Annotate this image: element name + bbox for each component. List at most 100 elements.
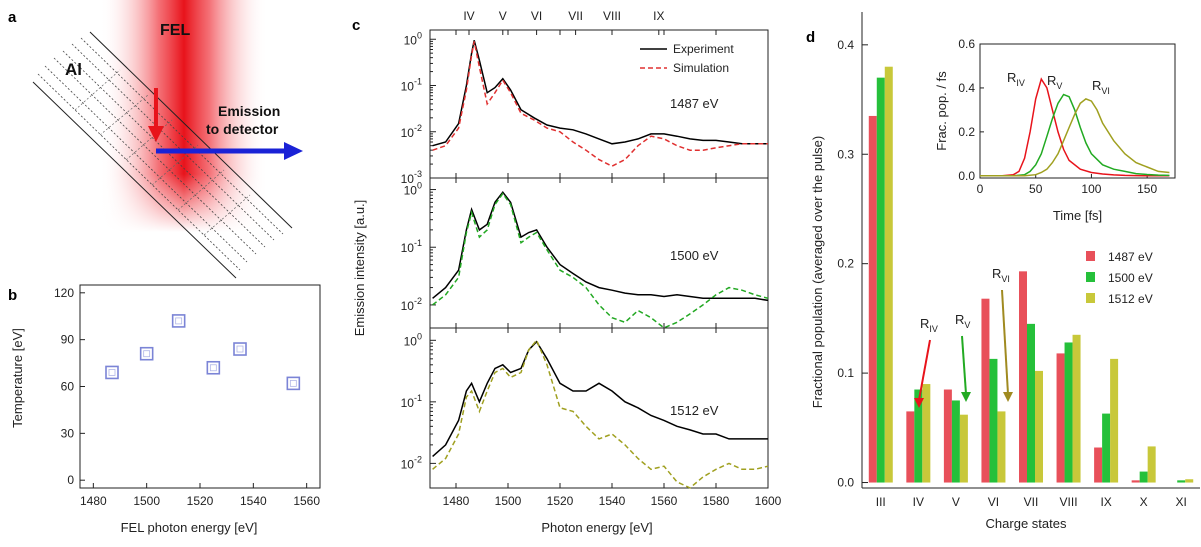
panel-d-bar (989, 358, 998, 483)
panel-d-legend-label: 1487 eV (1108, 250, 1153, 264)
panel-d-bar (1019, 271, 1027, 483)
panel-d-inset-series-label: RVI (1092, 78, 1110, 96)
panel-c-subplot-2: 100 10-1 10-2 1500 eV (401, 177, 769, 329)
panel-d-category-label: III (876, 495, 886, 509)
panel-d-ytick-label: 0.3 (837, 147, 854, 161)
emission-label-line2: to detector (206, 121, 279, 137)
panel-c-ytick-label: 10-1 (401, 393, 422, 410)
panel-b-letter: b (8, 287, 17, 304)
panel-d-inset-series (980, 98, 1170, 177)
panel-c-energy-label: 1487 eV (670, 96, 719, 111)
panel-d-inset-ytick-label: 0.0 (958, 169, 975, 183)
panel-c-legend-label: Experiment (673, 42, 734, 56)
al-label: Al (65, 60, 82, 79)
panel-d-inset-xtick-label: 50 (1029, 182, 1043, 196)
panel-b-point (233, 342, 247, 356)
panel-d-inset-ylabel: Frac. pop. / fs (934, 71, 949, 151)
panel-c-letter: c (352, 17, 360, 34)
panel-d-annotation-arrow (1001, 289, 1009, 395)
panel-d-bar (1177, 480, 1186, 483)
panel-b-xtick-label: 1480 (80, 494, 107, 508)
panel-d-bar (1094, 447, 1103, 483)
panel-b-point-inner (143, 350, 151, 358)
panel-c-series-simulation (432, 338, 769, 489)
panel-d-category-label: V (952, 495, 960, 509)
panel-d-annotation-arrowhead (961, 392, 971, 402)
panel-d-bar (1139, 471, 1148, 483)
panel-c-ytick-label: 100 (404, 331, 422, 348)
panel-d-bar (884, 66, 893, 483)
panel-b-point-inner (209, 364, 217, 372)
panel-b-point (139, 346, 154, 361)
panel-d-bar (876, 77, 885, 483)
panel-b-xtick-label: 1500 (133, 494, 160, 508)
panel-c-xtick-label: 1540 (599, 494, 626, 508)
panel-d-annotation-label: RVI (992, 266, 1010, 284)
panel-c-series-experiment (432, 340, 768, 457)
panel-b: b 1480 1500 1520 1540 1560 0 30 60 90 120 FEL pho… (8, 284, 321, 535)
emission-label-line1: Emission (218, 103, 280, 119)
panel-d-inset-ytick-label: 0.2 (958, 125, 975, 139)
panel-b-ytick-label: 120 (54, 286, 74, 300)
emission-arrow (156, 142, 303, 160)
panel-c-ytick-label: 100 (404, 181, 422, 198)
panel-d-bar (1027, 323, 1035, 483)
panel-d-inset-xtick-label: 150 (1137, 182, 1157, 196)
panel-d-annotation-arrow (918, 339, 931, 401)
panel-d-bar (1185, 479, 1194, 483)
panel-b-ylabel: Temperature [eV] (10, 328, 25, 428)
panel-b-point (171, 314, 186, 328)
panel-d-bar (1147, 446, 1156, 483)
panel-d-inset-ytick-label: 0.6 (958, 37, 975, 51)
panel-b-point-inner (175, 317, 183, 325)
panel-c-top-tick-label: IV (463, 9, 474, 23)
panel-d-legend-swatch (1086, 272, 1095, 282)
panel-d-inset-series (980, 93, 1170, 177)
panel-d: d 0.0 0.1 0.2 0.3 0.4 III IV V VI VII VIII IX X XI 148… (806, 12, 1200, 531)
panel-b-ytick-label: 30 (61, 426, 75, 440)
panel-d-bar (1102, 413, 1111, 483)
panel-d-bar (906, 411, 915, 483)
panel-c-ytick-label: 10-2 (401, 123, 422, 140)
panel-c-xtick-label: 1480 (443, 494, 470, 508)
panel-b-point (105, 365, 119, 380)
panel-c-ytick-label: 10-2 (401, 454, 422, 471)
panel-d-legend-swatch (1086, 251, 1095, 261)
panel-d-category-label: IX (1100, 495, 1111, 509)
panel-c-energy-label: 1500 eV (670, 248, 719, 263)
panel-d-bar (1035, 370, 1043, 483)
panel-d-category-label: VIII (1060, 495, 1078, 509)
panel-b-ytick-label: 90 (61, 333, 75, 347)
panel-c-xlabel: Photon energy [eV] (541, 520, 652, 535)
panel-d-category-label: VI (988, 495, 999, 509)
panel-c-top-tick-label: VII (568, 9, 583, 23)
panel-d-bar (959, 414, 968, 483)
panel-c-ytick-label: 10-1 (401, 238, 422, 255)
panel-d-bar (943, 389, 952, 483)
panel-d-inset-series-label: RV (1047, 73, 1062, 91)
panel-b-point-inner (108, 369, 116, 376)
panel-b-frame (79, 284, 321, 489)
panel-c-series-simulation (432, 192, 769, 329)
panel-c-ytick-label: 10-2 (401, 296, 422, 313)
panel-d-inset-xlabel: Time [fs] (1053, 208, 1102, 223)
panel-c-xtick-label: 1500 (495, 494, 522, 508)
panel-c-top-tick-label: V (499, 9, 507, 23)
panel-d-plot: 0.0 0.1 0.2 0.3 0.4 III IV V VI VII VIII IX X XI 1487 … (837, 12, 1200, 509)
panel-c-xtick-label: 1520 (547, 494, 574, 508)
panel-d-ytick-label: 0.0 (837, 476, 854, 490)
panel-a-letter: a (8, 9, 17, 26)
panel-c-series-experiment (432, 40, 768, 147)
panel-c-series-simulation (432, 41, 768, 168)
panel-d-inset-xtick-label: 100 (1081, 182, 1101, 196)
fel-beam-fade (100, 0, 268, 232)
panel-c-top-tick-label: VIII (603, 9, 621, 23)
panel-d-bar (868, 115, 877, 483)
panel-d-annotation-label: RV (955, 312, 970, 330)
panel-d-bar (1056, 353, 1065, 483)
panel-b-xlabel: FEL photon energy [eV] (121, 520, 258, 535)
panel-d-legend-swatch (1086, 293, 1095, 303)
panel-c-ylabel: Emission intensity [a.u.] (352, 200, 367, 337)
panel-c-ytick-label: 10-1 (401, 77, 422, 94)
